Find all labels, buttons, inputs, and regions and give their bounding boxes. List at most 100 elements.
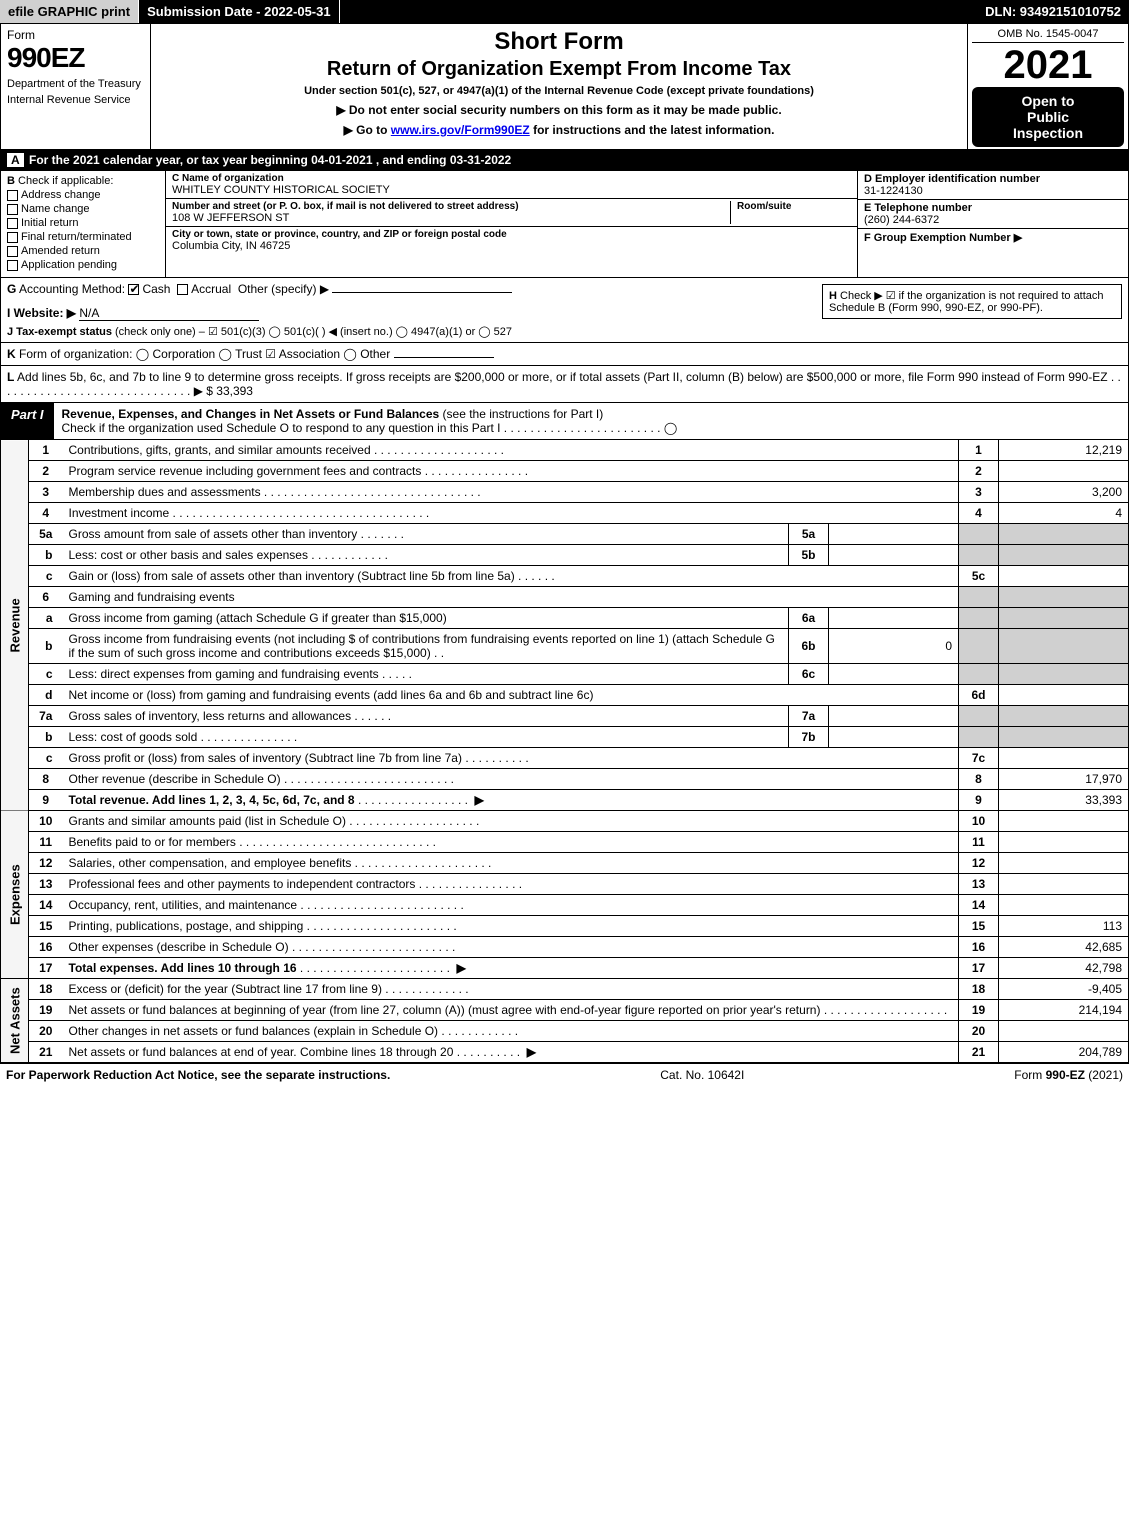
org-name: WHITLEY COUNTY HISTORICAL SOCIETY [172, 184, 851, 196]
line-8-ramt: 17,970 [999, 769, 1129, 790]
line-6a-ramt [999, 608, 1129, 629]
line-18-desc: Excess or (deficit) for the year (Subtra… [69, 982, 382, 996]
line-4-rnum: 4 [959, 503, 999, 524]
line-6c-mid: 6c [789, 664, 829, 685]
c-city-head: City or town, state or province, country… [172, 229, 851, 240]
submission-date: Submission Date - 2022-05-31 [139, 0, 340, 23]
line-9-desc: Total revenue. Add lines 1, 2, 3, 4, 5c,… [69, 793, 355, 807]
efile-print[interactable]: efile GRAPHIC print [0, 0, 139, 23]
line-18-ramt: -9,405 [999, 979, 1129, 1000]
open-to-public: Open to Public Inspection [972, 87, 1124, 147]
form-header: Form 990EZ Department of the Treasury In… [0, 24, 1129, 150]
cb-name-change[interactable]: Name change [7, 203, 159, 215]
line-19: 19 Net assets or fund balances at beginn… [1, 1000, 1129, 1021]
k-lead: K [7, 347, 16, 361]
goto-line: ▶ Go to www.irs.gov/Form990EZ for instru… [157, 123, 961, 137]
cb-cash[interactable] [128, 284, 139, 295]
line-5c-ramt [999, 566, 1129, 587]
line-5a-desc: Gross amount from sale of assets other t… [69, 527, 358, 541]
h-text: Check ▶ ☑ if the organization is not req… [829, 290, 1104, 314]
line-6c-desc: Less: direct expenses from gaming and fu… [69, 667, 379, 681]
c-street-head: Number and street (or P. O. box, if mail… [172, 201, 724, 212]
org-city: Columbia City, IN 46725 [172, 240, 851, 252]
row-k: K Form of organization: ◯ Corporation ◯ … [0, 343, 1129, 366]
line-17-desc: Total expenses. Add lines 10 through 16 [69, 961, 297, 975]
line-6d-rnum: 6d [959, 685, 999, 706]
line-1: Revenue 1 Contributions, gifts, grants, … [1, 440, 1129, 461]
line-7b-ramt [999, 727, 1129, 748]
cb-amended-return[interactable]: Amended return [7, 245, 159, 257]
line-11-rnum: 11 [959, 832, 999, 853]
line-6b-midamt: 0 [829, 629, 959, 664]
ghij-block: G Accounting Method: Cash Accrual Other … [0, 278, 1129, 343]
line-6d-ramt [999, 685, 1129, 706]
line-16-ramt: 42,685 [999, 937, 1129, 958]
line-5b-ramt [999, 545, 1129, 566]
line-2-ramt [999, 461, 1129, 482]
open-line1: Open to [976, 93, 1120, 109]
c-city-row: City or town, state or province, country… [166, 227, 857, 254]
row-a-text: For the 2021 calendar year, or tax year … [29, 153, 511, 167]
d-lead: D Employer identification number [864, 173, 1122, 185]
line-14-desc: Occupancy, rent, utilities, and maintena… [69, 898, 298, 912]
open-line2: Public [976, 109, 1120, 125]
sidebar-revenue: Revenue [1, 440, 29, 811]
line-11-desc: Benefits paid to or for members [69, 835, 236, 849]
line-10-rnum: 10 [959, 811, 999, 832]
line-6c-rnum [959, 664, 999, 685]
col-c: C Name of organization WHITLEY COUNTY HI… [166, 171, 858, 277]
g-other: Other (specify) ▶ [238, 282, 329, 296]
k-other-blank[interactable] [394, 357, 494, 358]
line-6a-desc: Gross income from gaming (attach Schedul… [69, 611, 447, 625]
line-1-num: 1 [29, 440, 63, 461]
c-name-row: C Name of organization WHITLEY COUNTY HI… [166, 171, 857, 199]
cb-final-return[interactable]: Final return/terminated [7, 231, 159, 243]
col-de: D Employer identification number 31-1224… [858, 171, 1128, 277]
footer-right-post: (2021) [1085, 1068, 1123, 1082]
line-18: Net Assets 18 Excess or (deficit) for th… [1, 979, 1129, 1000]
footer-mid: Cat. No. 10642I [660, 1068, 744, 1082]
line-4: 4 Investment income . . . . . . . . . . … [1, 503, 1129, 524]
goto-link[interactable]: www.irs.gov/Form990EZ [391, 123, 530, 137]
line-7b-midamt [829, 727, 959, 748]
ein: 31-1224130 [864, 185, 1122, 197]
bcde-row: B Check if applicable: Address change Na… [0, 171, 1129, 278]
g-other-blank[interactable] [332, 292, 512, 293]
line-1-ramt: 12,219 [999, 440, 1129, 461]
line-2-rnum: 2 [959, 461, 999, 482]
cb-address-change-label: Address change [21, 189, 101, 201]
line-3-ramt: 3,200 [999, 482, 1129, 503]
line-6a-mid: 6a [789, 608, 829, 629]
form-word: Form [7, 28, 144, 42]
line-6-ramt [999, 587, 1129, 608]
l-amount: 33,393 [216, 384, 253, 398]
line-5c-desc: Gain or (loss) from sale of assets other… [69, 569, 515, 583]
cb-application-pending[interactable]: Application pending [7, 259, 159, 271]
footer-right-bold: 990-EZ [1046, 1068, 1085, 1082]
cb-application-pending-label: Application pending [21, 259, 117, 271]
line-5c-rnum: 5c [959, 566, 999, 587]
sidebar-expenses: Expenses [1, 811, 29, 979]
line-9: 9 Total revenue. Add lines 1, 2, 3, 4, 5… [1, 790, 1129, 811]
j-lead: J Tax-exempt status [7, 326, 112, 338]
line-12-desc: Salaries, other compensation, and employ… [69, 856, 352, 870]
line-7a: 7a Gross sales of inventory, less return… [1, 706, 1129, 727]
line-6a: a Gross income from gaming (attach Sched… [1, 608, 1129, 629]
line-6c: c Less: direct expenses from gaming and … [1, 664, 1129, 685]
l-text: Add lines 5b, 6c, and 7b to line 9 to de… [7, 370, 1121, 398]
line-6-desc: Gaming and fundraising events [63, 587, 959, 608]
c-name-head: C Name of organization [172, 173, 851, 184]
line-20-ramt [999, 1021, 1129, 1042]
cb-accrual[interactable] [177, 284, 188, 295]
line-5b-midamt [829, 545, 959, 566]
line-6: 6 Gaming and fundraising events [1, 587, 1129, 608]
part1-header: Part I Revenue, Expenses, and Changes in… [0, 403, 1129, 440]
cb-initial-return[interactable]: Initial return [7, 217, 159, 229]
k-text: Form of organization: ◯ Corporation ◯ Tr… [19, 347, 390, 361]
short-form-title: Short Form [157, 28, 961, 56]
part1-note: (see the instructions for Part I) [443, 407, 604, 421]
irs: Internal Revenue Service [7, 94, 144, 106]
cb-address-change[interactable]: Address change [7, 189, 159, 201]
line-13-desc: Professional fees and other payments to … [69, 877, 416, 891]
line-13-rnum: 13 [959, 874, 999, 895]
